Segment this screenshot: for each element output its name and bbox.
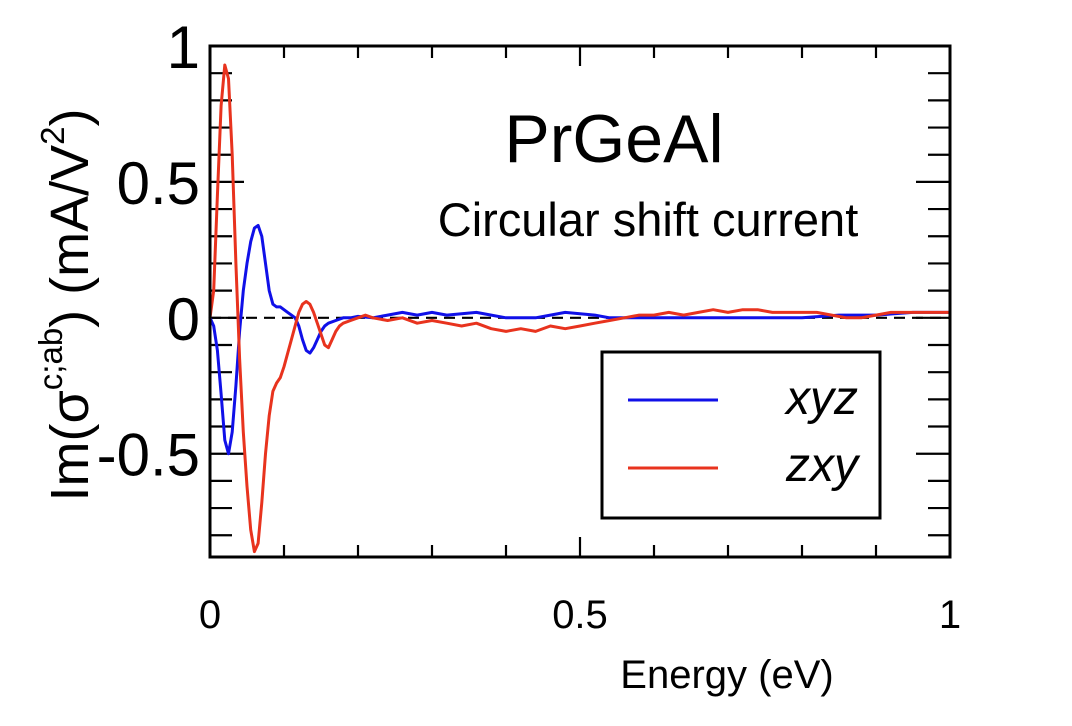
chart-subtitle: Circular shift current [438, 193, 859, 246]
legend-label-xyz: xyz [784, 372, 858, 425]
y-tick-label: 0 [167, 286, 200, 353]
x-tick-label: 1 [939, 593, 961, 637]
x-tick-label: 0.5 [552, 593, 608, 637]
y-tick-label: 0.5 [117, 150, 200, 217]
y-axis-label-prefix: Im(σ [40, 390, 100, 501]
legend-label-zxy: zxy [785, 439, 861, 492]
chart-title: PrGeAl [504, 101, 723, 177]
y-axis-label-superscript: c;ab [32, 328, 69, 390]
y-axis-label-unit-exponent: 2 [34, 126, 71, 144]
legend: xyz zxy [600, 350, 882, 520]
series-layer [208, 63, 952, 554]
tick-labels: 0 0.5 1 1 0.5 0 -0.5 [97, 14, 962, 637]
series-line-xyz [208, 223, 952, 456]
y-axis-label: Im(σc;ab) (mA/V2) [32, 108, 100, 501]
y-axis-label-close: ) [40, 108, 100, 126]
x-axis-label: Energy (eV) [620, 653, 833, 697]
x-tick-label: 0 [199, 593, 221, 637]
y-axis-label-suffix: ) (mA/V [40, 145, 100, 328]
y-tick-label: -0.5 [97, 422, 200, 489]
series-line-zxy [208, 63, 952, 554]
y-tick-label: 1 [167, 14, 200, 81]
plot-frame [208, 44, 952, 559]
legend-box [600, 350, 882, 520]
